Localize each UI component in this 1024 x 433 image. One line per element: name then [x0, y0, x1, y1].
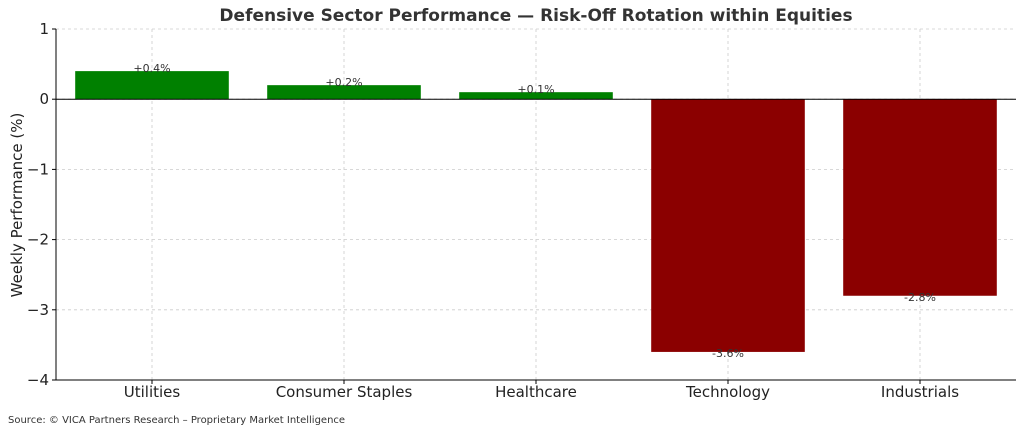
- axis-layer: 1 0 −1 −2 −3 −4 Utilities Consumer Staples Healt…: [27, 20, 1016, 401]
- x-tick-label: Industrials: [881, 383, 959, 401]
- data-label: -2.8%: [904, 291, 936, 304]
- bar-technology: [651, 99, 805, 352]
- x-tick-label: Utilities: [124, 383, 181, 401]
- data-label: +0.1%: [517, 83, 554, 96]
- bar-healthcare: [459, 92, 613, 100]
- chart-title: Defensive Sector Performance — Risk-Off …: [219, 6, 852, 26]
- y-axis-label: Weekly Performance (%): [8, 113, 26, 298]
- data-label: +0.2%: [325, 76, 362, 89]
- y-tick-label: 0: [39, 90, 49, 108]
- y-tick-label: −1: [27, 160, 49, 178]
- y-tick-label: −3: [27, 301, 49, 319]
- x-tick-label: Consumer Staples: [276, 383, 413, 401]
- bar-utilities: [75, 71, 229, 100]
- x-tick-label: Healthcare: [495, 383, 577, 401]
- y-tick-label: −2: [27, 231, 49, 249]
- bar-layer: [75, 71, 997, 352]
- data-label: +0.4%: [133, 62, 170, 75]
- bar-consumer-staples: [267, 85, 421, 100]
- label-layer: +0.4% +0.2% +0.1% -3.6% -2.8%: [133, 62, 936, 360]
- bar-industrials: [843, 99, 997, 296]
- y-tick-label: −4: [27, 371, 49, 389]
- x-tick-label: Technology: [685, 383, 770, 401]
- source-note: Source: © VICA Partners Research – Propr…: [8, 415, 345, 426]
- data-label: -3.6%: [712, 347, 744, 360]
- y-tick-label: 1: [39, 20, 49, 38]
